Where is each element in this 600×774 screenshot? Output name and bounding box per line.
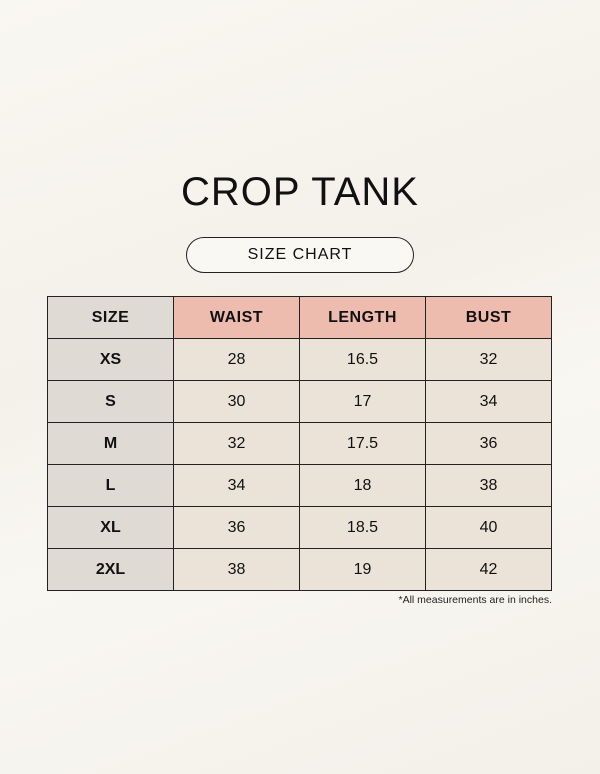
cell-bust: 42 <box>425 548 552 591</box>
cell-bust: 36 <box>425 422 552 465</box>
table-row: XL 36 18.5 40 <box>47 506 552 549</box>
cell-size: XS <box>47 338 174 381</box>
cell-waist: 38 <box>173 548 300 591</box>
size-chart-table: SIZE WAIST LENGTH BUST XS 28 16.5 32 S 30 17 34… <box>47 296 552 591</box>
cell-size: S <box>47 380 174 423</box>
header-size: SIZE <box>47 296 174 339</box>
cell-length: 18 <box>299 464 426 507</box>
header-bust: BUST <box>425 296 552 339</box>
cell-size: L <box>47 464 174 507</box>
subtitle-badge: SIZE CHART <box>186 237 414 273</box>
header-length: LENGTH <box>299 296 426 339</box>
cell-bust: 34 <box>425 380 552 423</box>
table-row: M 32 17.5 36 <box>47 422 552 465</box>
measurement-note: *All measurements are in inches. <box>398 594 553 606</box>
table-row: S 30 17 34 <box>47 380 552 423</box>
cell-length: 17.5 <box>299 422 426 465</box>
cell-length: 17 <box>299 380 426 423</box>
table-row: 2XL 38 19 42 <box>47 548 552 591</box>
table-header-row: SIZE WAIST LENGTH BUST <box>47 296 552 339</box>
cell-length: 18.5 <box>299 506 426 549</box>
cell-waist: 32 <box>173 422 300 465</box>
cell-length: 16.5 <box>299 338 426 381</box>
cell-waist: 28 <box>173 338 300 381</box>
cell-size: XL <box>47 506 174 549</box>
cell-size: M <box>47 422 174 465</box>
cell-bust: 40 <box>425 506 552 549</box>
cell-waist: 34 <box>173 464 300 507</box>
table-row: XS 28 16.5 32 <box>47 338 552 381</box>
cell-bust: 32 <box>425 338 552 381</box>
cell-length: 19 <box>299 548 426 591</box>
cell-bust: 38 <box>425 464 552 507</box>
cell-waist: 36 <box>173 506 300 549</box>
table-row: L 34 18 38 <box>47 464 552 507</box>
cell-size: 2XL <box>47 548 174 591</box>
header-waist: WAIST <box>173 296 300 339</box>
cell-waist: 30 <box>173 380 300 423</box>
page-title: CROP TANK <box>181 170 419 214</box>
